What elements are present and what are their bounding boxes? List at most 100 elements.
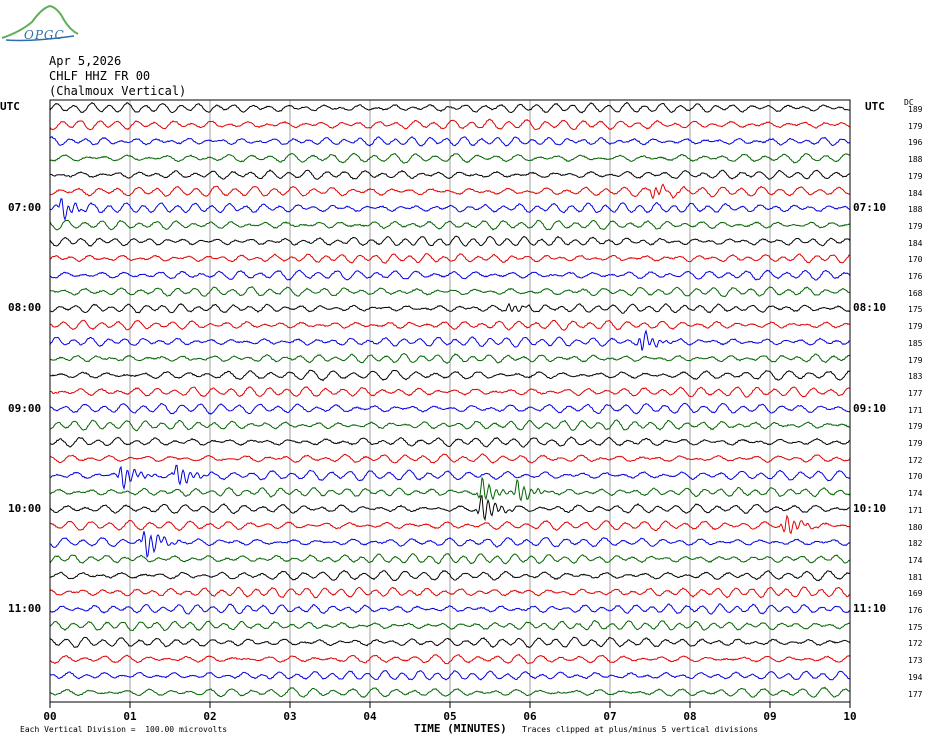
- trace-line: [49, 453, 851, 464]
- trace-line: [49, 369, 851, 382]
- right-utc-title: UTC: [865, 100, 885, 113]
- trace-line: [49, 169, 851, 180]
- dc-offset: 171: [908, 505, 923, 515]
- dc-offset: 196: [908, 138, 923, 148]
- mountain-logo-icon: [1, 4, 79, 42]
- x-tick-label: 07: [603, 710, 617, 723]
- trace-line: [49, 569, 851, 582]
- trace-line: [49, 476, 851, 502]
- dc-offset: 181: [908, 572, 923, 582]
- dc-offset: 169: [908, 589, 923, 599]
- dc-offset: 194: [908, 672, 923, 682]
- seismic-traces: [49, 101, 851, 699]
- hour-label: 10:10: [853, 501, 887, 515]
- dc-offset: 175: [908, 622, 923, 632]
- logo-text: OPGC: [24, 28, 65, 42]
- dc-offset: 177: [908, 689, 923, 699]
- dc-offset: 179: [908, 422, 923, 432]
- dc-offset: 189: [908, 105, 923, 114]
- dc-offset: 172: [908, 639, 923, 649]
- trace-line: [49, 619, 851, 632]
- dc-offset: 173: [908, 656, 923, 666]
- dc-offset: 182: [908, 539, 923, 549]
- trace-line: [49, 319, 851, 331]
- dc-offset: 177: [908, 388, 923, 398]
- x-tick-label: 08: [683, 710, 697, 723]
- dc-title: DC: [904, 98, 914, 107]
- trace-line: [49, 531, 851, 559]
- x-tick-label: 00: [43, 710, 57, 723]
- x-tick-marks: [49, 702, 851, 708]
- trace-line: [49, 653, 851, 665]
- left-utc-title: UTC: [0, 100, 20, 113]
- x-tick-label: 10: [843, 710, 857, 723]
- dc-offset: 174: [908, 555, 923, 565]
- location-label: (Chalmoux Vertical): [49, 84, 187, 98]
- dc-offset: 179: [908, 121, 923, 131]
- x-tick-label: 06: [523, 710, 537, 723]
- hour-label: 08:00: [8, 301, 42, 315]
- trace-line: [49, 285, 851, 298]
- clip-note: Traces clipped at plus/minus 5 vertical …: [522, 725, 759, 734]
- dc-offset: 184: [908, 188, 923, 198]
- trace-line: [49, 436, 851, 448]
- dc-offset: 179: [908, 439, 923, 448]
- hour-label: 10:00: [8, 501, 42, 515]
- trace-line: [49, 386, 851, 398]
- dc-offset: 176: [908, 272, 923, 281]
- hour-label: 07:00: [8, 201, 42, 215]
- hour-label: 09:00: [8, 401, 42, 415]
- dc-offset: 184: [908, 238, 923, 248]
- trace-line: [49, 235, 851, 247]
- x-tick-label: 09: [763, 710, 777, 723]
- dc-offset: 168: [908, 288, 923, 298]
- dc-offset: 179: [908, 171, 923, 181]
- hour-label: 11:00: [8, 602, 42, 615]
- x-tick-label: 03: [283, 710, 297, 723]
- trace-line: [49, 464, 851, 491]
- dc-offset: 188: [908, 155, 923, 165]
- dc-offset: 180: [908, 522, 923, 532]
- trace-line: [49, 118, 851, 131]
- trace-line: [49, 136, 851, 147]
- trace-line: [49, 152, 851, 164]
- dc-offset: 176: [908, 606, 923, 615]
- trace-line: [49, 514, 851, 535]
- x-tick-label: 04: [363, 710, 377, 723]
- trace-line: [49, 269, 851, 281]
- opgc-logo: OPGC: [0, 2, 80, 44]
- trace-line: [49, 669, 851, 681]
- dc-offset: 170: [908, 255, 923, 265]
- dc-offset: 188: [908, 205, 923, 215]
- dc-offset: 185: [908, 338, 923, 348]
- hour-label: 11:10: [853, 602, 887, 615]
- trace-line: [49, 329, 851, 351]
- x-tick-label: 01: [123, 710, 137, 723]
- x-tick-label: 02: [203, 710, 217, 723]
- scale-note: Each Vertical Division = 100.00 microvol…: [20, 725, 228, 734]
- station-label: CHLF HHZ FR 00: [49, 69, 151, 83]
- trace-line: [49, 183, 851, 200]
- trace-line: [49, 252, 851, 264]
- dc-offset: 179: [908, 221, 923, 231]
- dc-offset: 175: [908, 305, 923, 315]
- dc-offset: 171: [908, 405, 923, 415]
- trace-line: [49, 603, 851, 615]
- trace-line: [49, 101, 851, 114]
- dc-offset: 179: [908, 322, 923, 332]
- dc-offset: 174: [908, 489, 923, 499]
- trace-line: [49, 198, 851, 222]
- trace-line: [49, 553, 851, 565]
- hour-label: 07:10: [853, 201, 887, 215]
- trace-line: [49, 219, 851, 231]
- trace-line: [49, 419, 851, 432]
- date-label: Apr 5,2026: [49, 54, 122, 68]
- trace-line: [49, 302, 851, 314]
- trace-line: [49, 402, 851, 415]
- trace-line: [49, 636, 851, 649]
- x-axis-label: TIME (MINUTES): [414, 722, 507, 735]
- grid: [129, 100, 771, 702]
- trace-line: [49, 686, 851, 699]
- trace-line: [49, 586, 851, 599]
